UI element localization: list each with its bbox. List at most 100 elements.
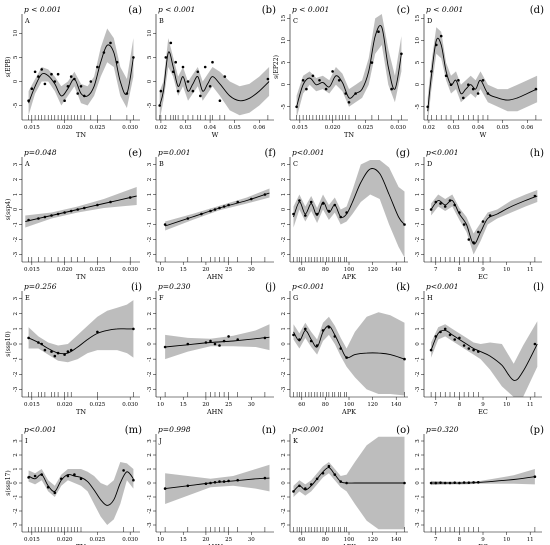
data-point	[477, 481, 480, 484]
data-point	[186, 342, 190, 346]
data-point	[309, 483, 313, 486]
data-point	[33, 474, 37, 478]
x-tick-label: 80	[322, 537, 329, 543]
data-point	[263, 476, 267, 480]
fitted-curve	[427, 37, 538, 112]
y-tick-label: -2	[147, 237, 153, 242]
p-value-label: p=0.048	[24, 148, 57, 157]
data-point	[439, 330, 442, 334]
y-tick-label: 15	[415, 14, 421, 21]
data-point	[324, 87, 328, 91]
x-tick-label: 0.015	[292, 125, 308, 131]
y-tick-label: -5	[281, 104, 287, 110]
data-point	[132, 478, 135, 482]
x-tick-label: 9	[481, 402, 485, 408]
y-tick-label: -5	[13, 102, 19, 108]
data-point	[315, 212, 319, 216]
x-tick-label: 30	[248, 537, 255, 543]
p-value-label: p < 0.001	[158, 5, 195, 14]
y-tick-label: -1	[147, 356, 153, 361]
data-point	[295, 105, 298, 109]
x-axis-label: AHN	[206, 543, 223, 545]
data-point	[213, 342, 217, 346]
x-tick-label: 140	[391, 402, 402, 408]
confidence-band	[296, 14, 402, 118]
data-point	[337, 79, 341, 82]
data-point	[321, 471, 325, 475]
p-value-label: p=0.230	[158, 282, 191, 291]
x-tick-label: 0.030	[390, 125, 406, 131]
x-axis-label: APK	[341, 273, 356, 281]
y-tick-label: 0	[13, 342, 19, 346]
panel-label: (c)	[397, 5, 411, 16]
x-tick-label: 10	[503, 537, 510, 543]
x-tick-label: 0.015	[24, 125, 40, 131]
fitted-curve	[159, 51, 270, 106]
x-tick-label: 0.020	[57, 537, 73, 543]
data-point	[204, 341, 208, 344]
data-point	[46, 485, 50, 489]
panel-label: (i)	[131, 282, 142, 293]
data-point	[186, 80, 190, 83]
data-point	[331, 70, 334, 73]
data-point	[89, 80, 93, 83]
y-tick-label: 2	[13, 453, 19, 457]
x-axis-label: EC	[478, 273, 488, 281]
x-tick-label: 7	[434, 402, 438, 408]
y-axis-label: s(EPB)	[5, 57, 12, 78]
panel-label: (m)	[125, 425, 142, 436]
x-axis-label: TN	[76, 543, 86, 545]
data-point	[439, 34, 443, 38]
y-axis-label: s(ssp17)	[5, 470, 12, 495]
x-tick-label: 0.04	[472, 125, 485, 131]
y-tick-label: 3	[281, 296, 287, 300]
x-tick-label: 0.020	[325, 125, 341, 131]
x-tick-label: 0.025	[90, 267, 106, 273]
data-point	[292, 212, 295, 216]
p-value-label: p=0.256	[24, 282, 57, 291]
x-tick-label: 80	[322, 402, 329, 408]
data-point	[318, 79, 321, 82]
data-point	[458, 336, 461, 340]
x-tick-label: 120	[367, 402, 378, 408]
panel-label: (f)	[264, 148, 276, 159]
x-tick-label: 10	[503, 267, 510, 273]
y-tick-label: 10	[13, 29, 19, 36]
y-tick-label: 0	[415, 342, 421, 346]
x-tick-label: 25	[225, 402, 232, 408]
data-point	[471, 87, 475, 91]
panel-label: (j)	[265, 282, 276, 293]
data-point	[344, 92, 348, 95]
y-tick-label: -1	[281, 356, 287, 361]
data-point	[96, 203, 99, 207]
x-axis-label: W	[480, 131, 487, 139]
data-point	[481, 220, 485, 223]
x-tick-label: 20	[202, 537, 209, 543]
y-tick-label: 3	[281, 439, 287, 443]
data-point	[439, 202, 442, 205]
data-point	[196, 70, 200, 74]
x-tick-label: 60	[298, 537, 305, 543]
data-point	[481, 79, 485, 82]
y-tick-label: 0	[13, 207, 19, 211]
x-axis-label: AHN	[206, 408, 223, 416]
data-point	[69, 348, 73, 352]
data-point	[403, 481, 406, 485]
data-point	[27, 336, 30, 340]
y-tick-label: -1	[415, 222, 421, 227]
data-point	[63, 99, 66, 102]
data-point	[467, 347, 471, 350]
p-value-label: p<0.001	[292, 148, 325, 157]
x-tick-label: 7	[434, 267, 438, 273]
panel-m: 0.015 0.020 0.025 0.030 -3 -2 -1 0 1 2 3 TN s(ssp17)…	[5, 425, 142, 545]
y-tick-label: -3	[13, 251, 19, 257]
data-point	[174, 60, 177, 64]
data-point	[486, 92, 490, 95]
x-tick-label: 7	[434, 537, 438, 543]
data-point	[60, 477, 63, 481]
data-point	[435, 43, 438, 47]
data-point	[218, 344, 221, 347]
x-tick-label: 100	[344, 267, 355, 273]
data-point	[27, 218, 30, 222]
y-tick-label: 0	[147, 79, 153, 83]
